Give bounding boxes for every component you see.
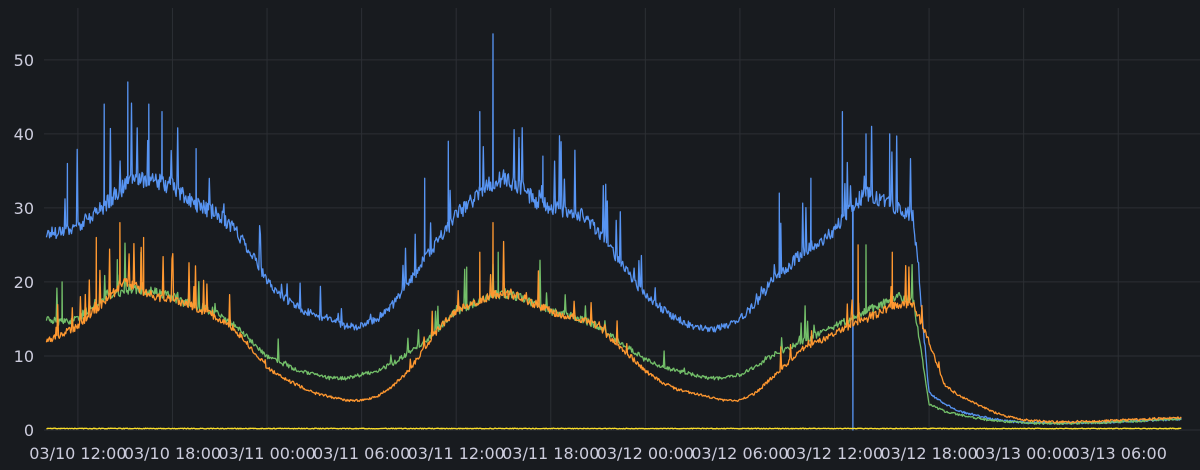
y-tick-label: 30: [14, 199, 34, 218]
x-tick-label: 03/10 18:00: [124, 444, 221, 463]
y-tick-label: 40: [14, 125, 34, 144]
x-tick-label: 03/11 12:00: [408, 444, 505, 463]
y-tick-label: 10: [14, 347, 34, 366]
x-tick-label: 03/11 00:00: [218, 444, 315, 463]
x-tick-label: 03/11 06:00: [313, 444, 410, 463]
y-axis: 0 10 20 30 40 50: [14, 51, 34, 440]
grid: [44, 8, 1200, 431]
x-tick-label: 03/12 12:00: [786, 444, 883, 463]
x-tick-label: 03/13 00:00: [975, 444, 1072, 463]
x-tick-label: 03/13 06:00: [1070, 444, 1167, 463]
y-tick-label: 50: [14, 51, 34, 70]
series-line-4: [46, 427, 1182, 430]
x-tick-label: 03/12 00:00: [597, 444, 694, 463]
x-tick-label: 03/12 18:00: [880, 444, 977, 463]
y-tick-label: 20: [14, 273, 34, 292]
series-line-2: [45, 242, 1182, 426]
x-tick-label: 03/11 18:00: [502, 444, 599, 463]
x-tick-label: 03/10 12:00: [29, 444, 126, 463]
x-tick-label: 03/12 06:00: [691, 444, 788, 463]
series-line-1: [45, 33, 1182, 431]
series-line-3: [45, 222, 1182, 424]
y-tick-label: 0: [24, 421, 34, 440]
series-layer: [45, 33, 1182, 431]
